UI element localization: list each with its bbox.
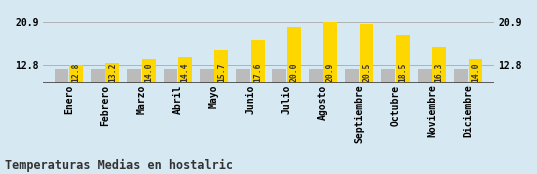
Text: 20.5: 20.5 (362, 62, 371, 82)
Bar (418, 69, 432, 83)
Bar (69, 65, 83, 83)
Bar (345, 69, 359, 83)
Bar (432, 47, 446, 83)
Text: Temperaturas Medias en hostalric: Temperaturas Medias en hostalric (5, 159, 234, 172)
Text: 12.8: 12.8 (71, 62, 81, 82)
Bar (381, 69, 395, 83)
Bar (164, 69, 177, 83)
Bar (142, 59, 156, 83)
Text: 14.4: 14.4 (180, 62, 190, 82)
Text: 13.2: 13.2 (108, 62, 117, 82)
Bar (236, 69, 250, 83)
Text: 20.9: 20.9 (326, 62, 335, 82)
Bar (178, 57, 192, 83)
Bar (127, 69, 141, 83)
Bar (55, 69, 68, 83)
Text: 14.0: 14.0 (144, 62, 153, 82)
Bar (200, 69, 214, 83)
Bar (91, 69, 105, 83)
Text: 16.3: 16.3 (434, 62, 444, 82)
Text: 20.0: 20.0 (289, 62, 299, 82)
Bar (454, 69, 468, 83)
Text: 15.7: 15.7 (217, 62, 226, 82)
Bar (214, 50, 228, 83)
Bar (272, 69, 286, 83)
Bar (309, 69, 323, 83)
Bar (287, 27, 301, 83)
Bar (105, 63, 119, 83)
Bar (396, 35, 410, 83)
Bar (360, 24, 373, 83)
Text: 18.5: 18.5 (398, 62, 408, 82)
Text: 17.6: 17.6 (253, 62, 262, 82)
Bar (469, 59, 482, 83)
Bar (251, 40, 265, 83)
Text: 14.0: 14.0 (471, 62, 480, 82)
Bar (323, 22, 337, 83)
